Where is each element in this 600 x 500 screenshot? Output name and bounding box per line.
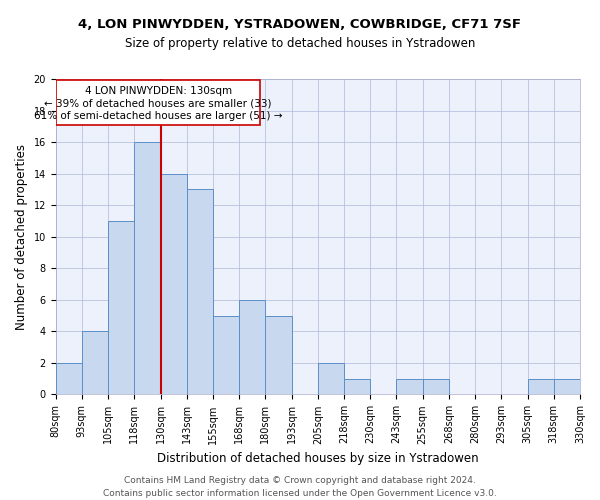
Text: Contains HM Land Registry data © Crown copyright and database right 2024.
Contai: Contains HM Land Registry data © Crown c… — [103, 476, 497, 498]
Bar — [82, 332, 108, 394]
Bar — [213, 316, 239, 394]
Bar — [134, 142, 161, 395]
X-axis label: Distribution of detached houses by size in Ystradowen: Distribution of detached houses by size … — [157, 452, 479, 465]
Bar — [108, 221, 134, 394]
Bar — [239, 300, 265, 394]
Text: 4 LON PINWYDDEN: 130sqm: 4 LON PINWYDDEN: 130sqm — [85, 86, 232, 96]
Bar — [265, 316, 292, 394]
Text: ← 39% of detached houses are smaller (33): ← 39% of detached houses are smaller (33… — [44, 98, 272, 108]
Text: Size of property relative to detached houses in Ystradowen: Size of property relative to detached ho… — [125, 38, 475, 51]
Bar — [56, 363, 82, 394]
Text: 4, LON PINWYDDEN, YSTRADOWEN, COWBRIDGE, CF71 7SF: 4, LON PINWYDDEN, YSTRADOWEN, COWBRIDGE,… — [79, 18, 521, 30]
FancyBboxPatch shape — [56, 80, 260, 124]
Text: 61% of semi-detached houses are larger (51) →: 61% of semi-detached houses are larger (… — [34, 111, 283, 121]
Bar — [344, 378, 370, 394]
Y-axis label: Number of detached properties: Number of detached properties — [15, 144, 28, 330]
Bar — [554, 378, 580, 394]
Bar — [161, 174, 187, 394]
Bar — [422, 378, 449, 394]
Bar — [527, 378, 554, 394]
Bar — [187, 190, 213, 394]
Bar — [318, 363, 344, 394]
Bar — [397, 378, 422, 394]
